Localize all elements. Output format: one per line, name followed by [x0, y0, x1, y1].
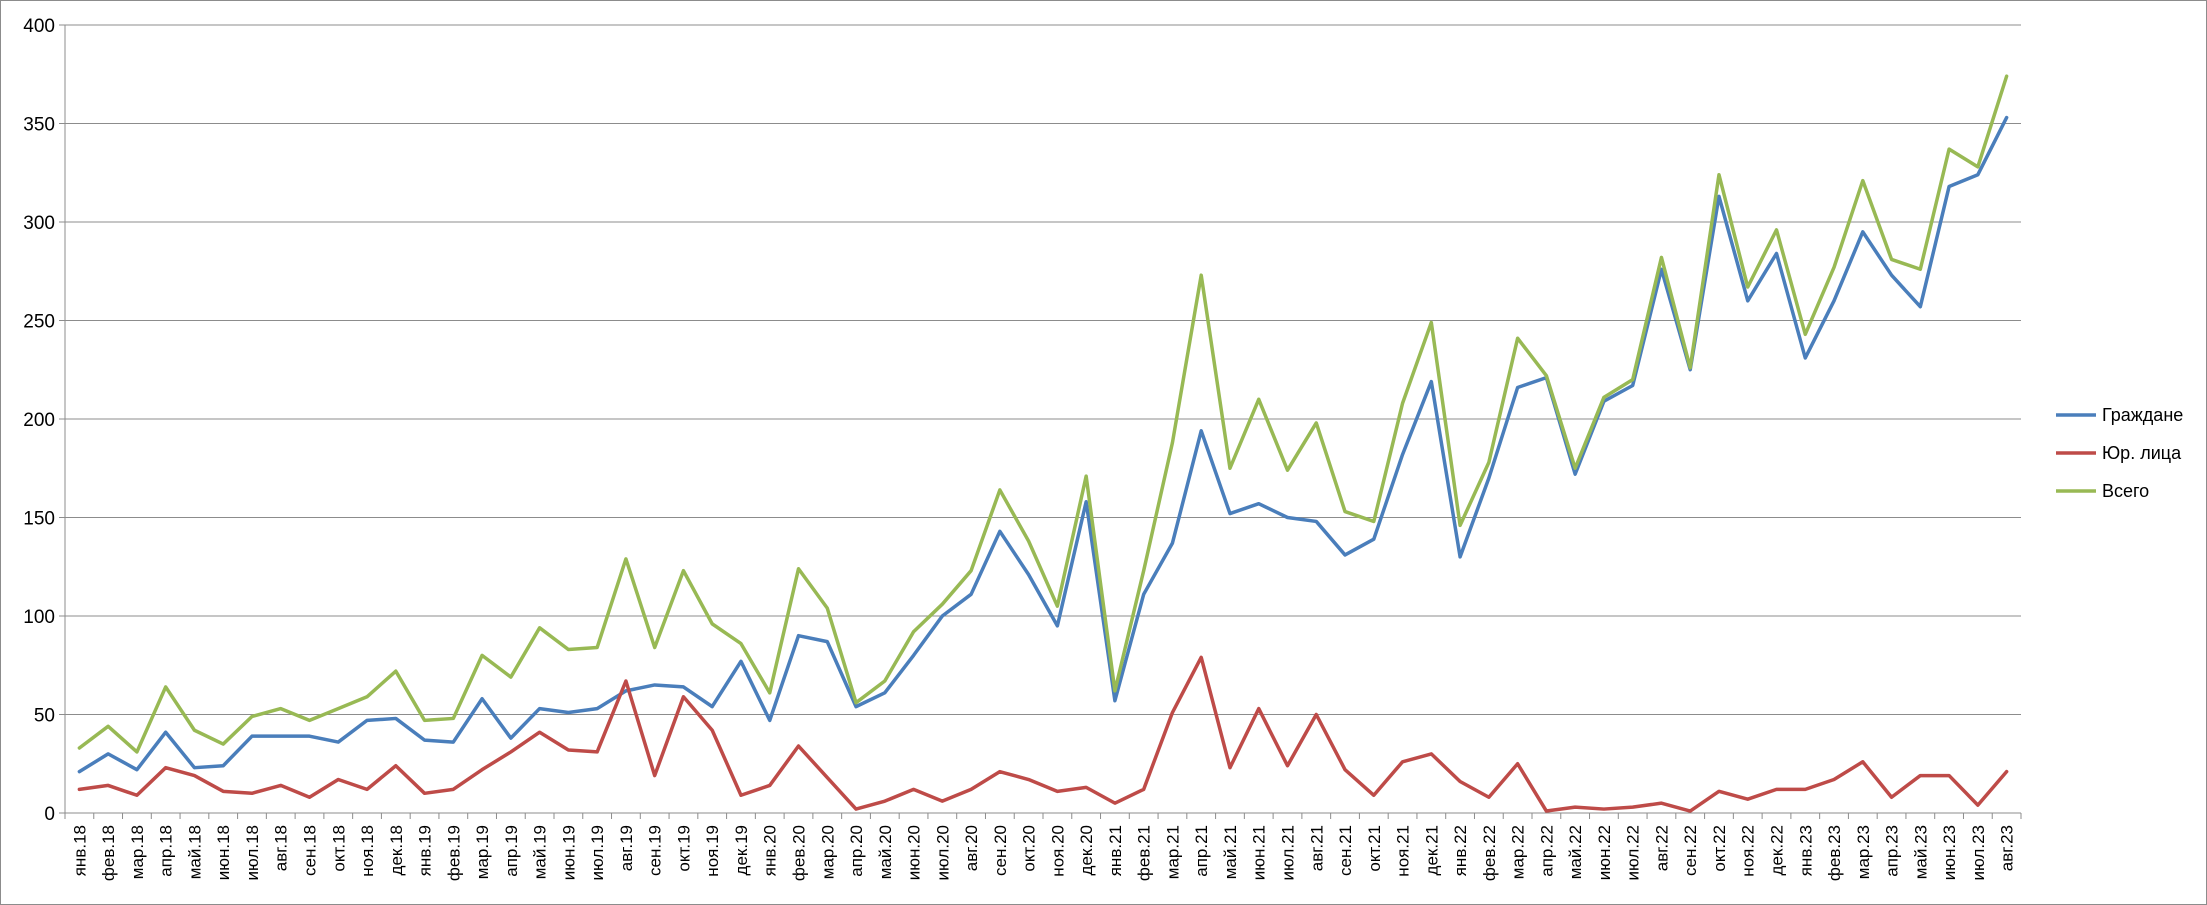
- x-tick-label: июн.23: [1940, 825, 1959, 880]
- x-tick-label: сен.18: [301, 825, 320, 876]
- x-tick-label: июн.20: [905, 825, 924, 880]
- x-tick-label: мар.23: [1854, 825, 1873, 879]
- x-tick-label: май.19: [531, 825, 550, 879]
- x-tick-label: мар.21: [1163, 825, 1182, 879]
- x-tick-label: мар.19: [473, 825, 492, 879]
- x-tick-label: окт.21: [1365, 825, 1384, 872]
- x-tick-label: дек.21: [1422, 825, 1441, 875]
- series-line-2: [77, 74, 2009, 754]
- x-tick-label: янв.20: [761, 825, 780, 876]
- x-tick-label: фев.21: [1135, 825, 1154, 881]
- gridlines: [65, 24, 2021, 715]
- y-tick-label: 300: [23, 213, 55, 234]
- x-tick-label: фев.22: [1480, 825, 1499, 881]
- x-tick-label: янв.21: [1106, 825, 1125, 876]
- x-tick-label: июн.22: [1595, 825, 1614, 880]
- y-tick-label: 350: [23, 115, 55, 136]
- series-lines: [77, 74, 2009, 813]
- x-tick-label: апр.23: [1883, 825, 1902, 877]
- x-tick-label: май.22: [1566, 825, 1585, 879]
- x-tick-label: фев.23: [1825, 825, 1844, 881]
- x-tick-label: июн.18: [214, 825, 233, 880]
- x-tick-label: авг.21: [1307, 825, 1326, 871]
- x-tick-label: мар.20: [818, 825, 837, 879]
- x-tick-label: авг.22: [1652, 825, 1671, 871]
- legend-label: Граждане: [2102, 405, 2183, 425]
- x-tick-label: июл.21: [1279, 825, 1298, 880]
- x-tick-label: фев.18: [99, 825, 118, 881]
- y-tick-label: 50: [34, 706, 55, 727]
- y-tick-label: 200: [23, 410, 55, 431]
- legend-label: Юр. лица: [2102, 443, 2182, 463]
- x-tick-label: апр.18: [157, 825, 176, 877]
- x-tick-label: мар.22: [1509, 825, 1528, 879]
- x-tick-label: мар.18: [128, 825, 147, 879]
- x-tick-label: окт.20: [1020, 825, 1039, 872]
- x-tick-label: июл.20: [933, 825, 952, 880]
- x-tick-label: июл.23: [1969, 825, 1988, 880]
- x-tick-label: сен.21: [1336, 825, 1355, 876]
- x-tick-label: сен.19: [646, 825, 665, 876]
- x-tick-label: сен.22: [1681, 825, 1700, 876]
- y-tick-label: 0: [44, 804, 55, 825]
- x-tick-label: апр.22: [1537, 825, 1556, 877]
- x-tick-label: дек.20: [1077, 825, 1096, 875]
- x-tick-label: апр.19: [502, 825, 521, 877]
- x-tick-label: июл.18: [243, 825, 262, 880]
- x-tick-label: авг.18: [272, 825, 291, 871]
- y-tick-label: 250: [23, 312, 55, 333]
- y-tick-labels: 0 50 100 150 200 250 300 350 400: [23, 16, 55, 825]
- x-tick-label: фев.19: [444, 825, 463, 881]
- y-tick-label: 150: [23, 509, 55, 530]
- x-tick-label: авг.19: [617, 825, 636, 871]
- series-line-1: [77, 655, 2009, 813]
- x-tick-label: фев.20: [790, 825, 809, 881]
- x-tick-label: апр.20: [847, 825, 866, 877]
- x-tick-label: ноя.18: [358, 825, 377, 877]
- x-tick-label: окт.18: [329, 825, 348, 872]
- x-tick-label: дек.19: [732, 825, 751, 875]
- legend: Граждане Юр. лица Всего: [2056, 405, 2183, 501]
- x-tick-label: янв.22: [1451, 825, 1470, 876]
- x-tick-label: ноя.22: [1739, 825, 1758, 877]
- x-tick-label: янв.18: [70, 825, 89, 876]
- x-tick-label: май.21: [1221, 825, 1240, 879]
- x-tick-label: окт.22: [1710, 825, 1729, 872]
- x-tick-label: авг.20: [962, 825, 981, 871]
- axes: [59, 24, 2022, 819]
- series-line-0: [77, 115, 2009, 774]
- x-tick-label: июн.21: [1250, 825, 1269, 880]
- x-tick-label: сен.20: [991, 825, 1010, 876]
- x-tick-label: янв.19: [416, 825, 435, 876]
- x-tick-label: ноя.21: [1394, 825, 1413, 877]
- x-tick-label: дек.18: [387, 825, 406, 875]
- x-tick-label: май.23: [1911, 825, 1930, 879]
- x-tick-label: май.18: [185, 825, 204, 879]
- x-tick-label: ноя.19: [703, 825, 722, 877]
- x-tick-label: авг.23: [1998, 825, 2017, 871]
- x-tick-label: окт.19: [674, 825, 693, 872]
- y-tick-label: 400: [23, 16, 55, 37]
- x-tick-label: июн.19: [559, 825, 578, 880]
- x-tick-labels: янв.18 фев.18 мар.18 апр.18 май.18 июн.18 июл.…: [70, 825, 2016, 881]
- legend-label: Всего: [2102, 481, 2149, 501]
- x-tick-label: июл.19: [588, 825, 607, 880]
- x-tick-label: июл.22: [1624, 825, 1643, 880]
- x-tick-label: май.20: [876, 825, 895, 879]
- x-tick-label: ноя.20: [1048, 825, 1067, 877]
- x-tick-label: апр.21: [1192, 825, 1211, 877]
- x-tick-label: янв.23: [1796, 825, 1815, 876]
- x-tick-label: дек.22: [1768, 825, 1787, 875]
- y-tick-label: 100: [23, 607, 55, 628]
